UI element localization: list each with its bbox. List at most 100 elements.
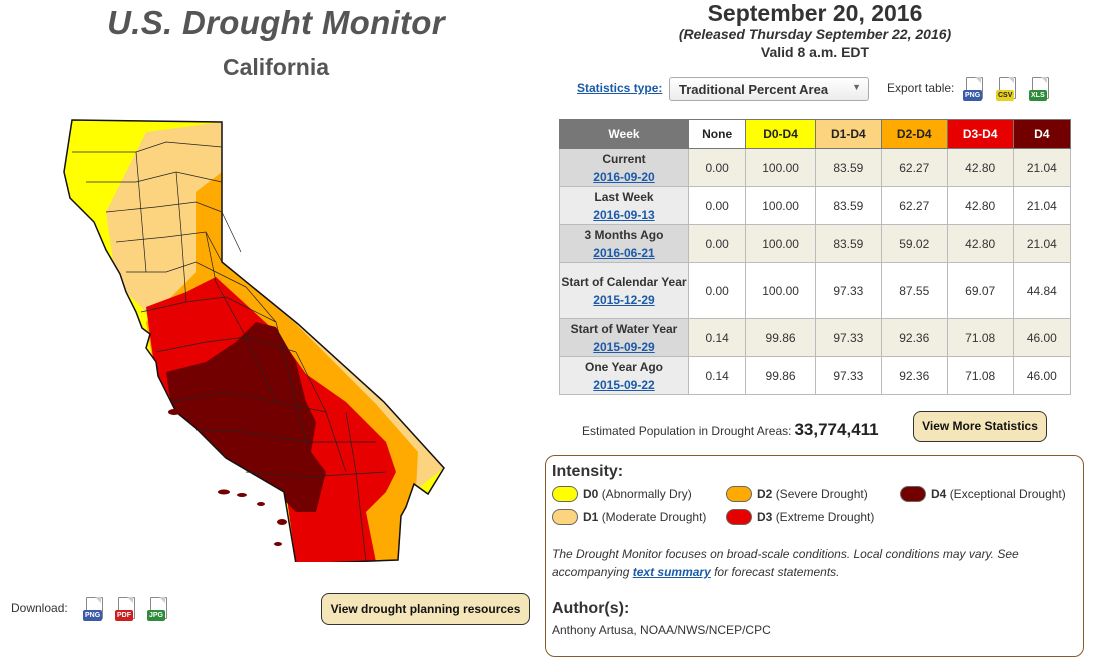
- download-label: Download:: [11, 601, 68, 615]
- value-cell: 62.27: [880, 186, 948, 225]
- drought-statistics-table: Week None D0-D4 D1-D4 D2-D4 D3-D4 D4 Cur…: [559, 119, 1072, 395]
- value-cell: 0.00: [687, 148, 747, 187]
- author-heading: Author(s):: [552, 600, 630, 617]
- d4-swatch: [900, 486, 926, 502]
- header-d4: D4: [1012, 119, 1072, 149]
- value-cell: 92.36: [880, 318, 948, 357]
- table-row: Current 2016-09-20 0.00 100.00 83.59 62.2…: [559, 148, 1072, 187]
- export-label: Export table:: [887, 81, 955, 95]
- value-cell: 97.33: [814, 262, 882, 319]
- d3-swatch: [726, 509, 752, 525]
- population-value: 33,774,411: [794, 420, 879, 439]
- header-none: None: [687, 119, 747, 149]
- value-cell: 59.02: [880, 224, 948, 263]
- release-date: (Released Thursday September 22, 2016): [678, 26, 952, 42]
- legend-item-d0: D0 (Abnormally Dry): [583, 487, 692, 501]
- table-header-row: Week None D0-D4 D1-D4 D2-D4 D3-D4 D4: [559, 119, 1072, 149]
- value-cell: 21.04: [1012, 224, 1072, 263]
- value-cell: 21.04: [1012, 148, 1072, 187]
- value-cell: 46.00: [1012, 356, 1072, 395]
- value-cell: 42.80: [946, 148, 1014, 187]
- value-cell: 0.14: [687, 318, 747, 357]
- legend-heading: Intensity:: [552, 463, 624, 480]
- value-cell: 99.86: [745, 318, 816, 357]
- header-d3-d4: D3-D4: [946, 119, 1014, 149]
- value-cell: 46.00: [1012, 318, 1072, 357]
- header-d1-d4: D1-D4: [814, 119, 882, 149]
- export-csv-icon[interactable]: CSV: [996, 77, 1018, 101]
- value-cell: 42.80: [946, 224, 1014, 263]
- legend-item-d4: D4 (Exceptional Drought): [931, 487, 1066, 501]
- value-cell: 100.00: [745, 262, 816, 319]
- week-date-link[interactable]: 2016-09-20: [593, 169, 655, 184]
- table-row: One Year Ago 2015-09-22 0.14 99.86 97.33 …: [559, 356, 1072, 395]
- value-cell: 100.00: [745, 148, 816, 187]
- week-cell: Current 2016-09-20: [559, 148, 689, 187]
- value-cell: 71.08: [946, 318, 1014, 357]
- value-cell: 62.27: [880, 148, 948, 187]
- header-d0-d4: D0-D4: [745, 119, 816, 149]
- download-pdf-icon[interactable]: PDF: [115, 597, 137, 621]
- report-date: September 20, 2016: [707, 0, 923, 26]
- value-cell: 97.33: [814, 318, 882, 357]
- value-cell: 71.08: [946, 356, 1014, 395]
- view-planning-resources-button[interactable]: View drought planning resources: [321, 593, 530, 625]
- page-title: U.S. Drought Monitor: [107, 4, 445, 41]
- legend-item-d1: D1 (Moderate Drought): [583, 510, 707, 524]
- week-cell: Start of Calendar Year 2015-12-29: [559, 262, 689, 319]
- table-row: Last Week 2016-09-13 0.00 100.00 83.59 62…: [559, 186, 1072, 225]
- d1-swatch: [552, 509, 578, 525]
- disclaimer-note: The Drought Monitor focuses on broad-sca…: [552, 547, 1019, 579]
- week-cell: Last Week 2016-09-13: [559, 186, 689, 225]
- week-date-link[interactable]: 2015-09-29: [593, 339, 655, 354]
- table-row: Start of Calendar Year 2015-12-29 0.00 10…: [559, 262, 1072, 319]
- value-cell: 87.55: [880, 262, 948, 319]
- value-cell: 0.14: [687, 356, 747, 395]
- value-cell: 0.00: [687, 224, 747, 263]
- value-cell: 83.59: [814, 148, 882, 187]
- export-xls-icon[interactable]: XLS: [1029, 77, 1051, 101]
- d4-region: [166, 322, 326, 512]
- table-row: Start of Water Year 2015-09-29 0.14 99.86…: [559, 318, 1072, 357]
- header-d2-d4: D2-D4: [880, 119, 948, 149]
- table-row: 3 Months Ago 2016-06-21 0.00 100.00 83.59…: [559, 224, 1072, 263]
- d2-swatch: [726, 486, 752, 502]
- export-png-icon[interactable]: PNG: [963, 77, 985, 101]
- text-summary-link[interactable]: text summary: [632, 565, 711, 579]
- download-jpg-icon[interactable]: JPG: [147, 597, 169, 621]
- statistics-type-link[interactable]: Statistics type:: [577, 81, 663, 95]
- value-cell: 97.33: [814, 356, 882, 395]
- value-cell: 0.00: [687, 186, 747, 225]
- legend-item-d3: D3 (Extreme Drought): [757, 510, 875, 524]
- week-cell: One Year Ago 2015-09-22: [559, 356, 689, 395]
- download-png-icon[interactable]: PNG: [83, 597, 105, 621]
- statistics-type-select[interactable]: Traditional Percent Area ▼: [669, 77, 869, 101]
- region-title: California: [222, 54, 330, 80]
- valid-time: Valid 8 a.m. EDT: [760, 44, 870, 60]
- week-date-link[interactable]: 2016-06-21: [593, 245, 655, 260]
- value-cell: 44.84: [1012, 262, 1072, 319]
- value-cell: 100.00: [745, 186, 816, 225]
- value-cell: 83.59: [814, 224, 882, 263]
- value-cell: 100.00: [745, 224, 816, 263]
- statistics-type-value: Traditional Percent Area: [679, 82, 829, 97]
- week-date-link[interactable]: 2016-09-13: [593, 207, 655, 222]
- drought-map: [63, 119, 445, 562]
- view-more-statistics-button[interactable]: View More Statistics: [913, 411, 1047, 442]
- week-cell: Start of Water Year 2015-09-29: [559, 318, 689, 357]
- week-cell: 3 Months Ago 2016-06-21: [559, 224, 689, 263]
- value-cell: 42.80: [946, 186, 1014, 225]
- value-cell: 21.04: [1012, 186, 1072, 225]
- intensity-legend: Intensity: D0 (Abnormally Dry) D1 (Moder…: [545, 455, 1084, 657]
- author-name: Anthony Artusa, NOAA/NWS/NCEP/CPC: [552, 623, 771, 637]
- value-cell: 0.00: [687, 262, 747, 319]
- population-label: Estimated Population in Drought Areas: 33…: [582, 420, 879, 439]
- week-date-link[interactable]: 2015-09-22: [593, 377, 655, 392]
- value-cell: 83.59: [814, 186, 882, 225]
- value-cell: 69.07: [946, 262, 1014, 319]
- chevron-down-icon: ▼: [852, 82, 861, 92]
- legend-item-d2: D2 (Severe Drought): [757, 487, 868, 501]
- value-cell: 92.36: [880, 356, 948, 395]
- channel-islands: [168, 409, 287, 546]
- week-date-link[interactable]: 2015-12-29: [593, 292, 655, 307]
